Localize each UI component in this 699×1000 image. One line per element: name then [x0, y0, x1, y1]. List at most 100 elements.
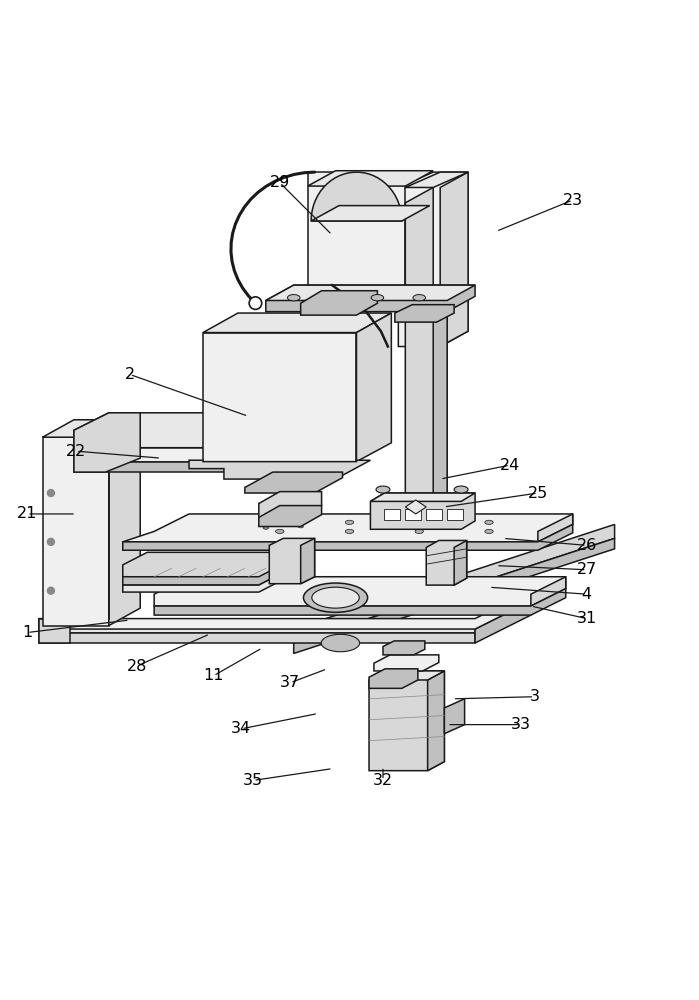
Ellipse shape — [415, 529, 424, 533]
Polygon shape — [269, 538, 315, 584]
Text: 34: 34 — [231, 721, 252, 736]
Polygon shape — [123, 552, 283, 577]
Text: 4: 4 — [582, 587, 592, 602]
Text: 26: 26 — [577, 538, 597, 553]
Text: 22: 22 — [66, 444, 86, 459]
Text: 24: 24 — [500, 458, 520, 473]
Polygon shape — [74, 413, 266, 448]
Polygon shape — [311, 172, 402, 221]
Polygon shape — [398, 172, 468, 187]
Polygon shape — [245, 472, 343, 493]
Polygon shape — [440, 172, 468, 347]
Text: 2: 2 — [124, 367, 135, 382]
Polygon shape — [259, 492, 322, 517]
Polygon shape — [39, 619, 475, 633]
Polygon shape — [43, 437, 109, 626]
Polygon shape — [311, 206, 430, 221]
Polygon shape — [405, 312, 447, 528]
Polygon shape — [234, 430, 266, 462]
Polygon shape — [531, 577, 565, 606]
Text: 23: 23 — [563, 193, 583, 208]
Ellipse shape — [263, 527, 268, 529]
Polygon shape — [398, 172, 468, 347]
Polygon shape — [426, 509, 442, 520]
Ellipse shape — [298, 525, 303, 528]
Ellipse shape — [48, 538, 55, 545]
Polygon shape — [259, 506, 322, 527]
Ellipse shape — [312, 587, 359, 608]
Polygon shape — [447, 509, 463, 520]
Text: 37: 37 — [280, 675, 301, 690]
Ellipse shape — [322, 634, 359, 652]
Text: 35: 35 — [243, 773, 264, 788]
Ellipse shape — [454, 486, 468, 493]
Text: 27: 27 — [577, 562, 597, 577]
Ellipse shape — [371, 295, 384, 301]
Polygon shape — [39, 633, 475, 643]
Ellipse shape — [249, 297, 261, 309]
Polygon shape — [374, 655, 439, 671]
Polygon shape — [369, 669, 418, 688]
Polygon shape — [266, 285, 475, 312]
Polygon shape — [433, 312, 447, 528]
Text: 3: 3 — [529, 689, 540, 704]
Ellipse shape — [313, 589, 358, 607]
Polygon shape — [384, 509, 400, 520]
Polygon shape — [123, 524, 572, 550]
Polygon shape — [405, 509, 421, 520]
Polygon shape — [370, 493, 475, 529]
Polygon shape — [203, 333, 356, 462]
Polygon shape — [308, 172, 405, 305]
Text: 11: 11 — [203, 668, 224, 683]
Ellipse shape — [485, 520, 493, 524]
Polygon shape — [475, 601, 531, 643]
Text: 1: 1 — [22, 625, 32, 640]
Polygon shape — [154, 589, 565, 615]
Text: 28: 28 — [127, 659, 147, 674]
Polygon shape — [123, 573, 283, 592]
Polygon shape — [370, 493, 475, 501]
Polygon shape — [454, 540, 467, 585]
Polygon shape — [109, 420, 140, 626]
Ellipse shape — [376, 486, 390, 493]
Ellipse shape — [485, 529, 493, 533]
Polygon shape — [445, 699, 465, 734]
Polygon shape — [405, 500, 426, 514]
Ellipse shape — [275, 529, 284, 533]
Polygon shape — [294, 524, 614, 643]
Ellipse shape — [303, 583, 368, 612]
Ellipse shape — [345, 529, 354, 533]
Polygon shape — [301, 538, 315, 584]
Ellipse shape — [287, 295, 300, 301]
Ellipse shape — [304, 584, 367, 611]
Polygon shape — [266, 285, 475, 300]
Ellipse shape — [415, 520, 424, 524]
Ellipse shape — [48, 587, 55, 594]
Ellipse shape — [345, 520, 354, 524]
Ellipse shape — [275, 520, 284, 524]
Polygon shape — [369, 671, 445, 771]
Polygon shape — [356, 313, 391, 462]
Text: 21: 21 — [17, 506, 37, 521]
Polygon shape — [405, 187, 433, 305]
Text: 33: 33 — [510, 717, 531, 732]
Polygon shape — [395, 305, 454, 322]
Text: 32: 32 — [373, 773, 393, 788]
Polygon shape — [428, 671, 445, 771]
Polygon shape — [426, 540, 467, 585]
Polygon shape — [123, 564, 283, 585]
Text: 25: 25 — [528, 486, 548, 501]
Polygon shape — [301, 291, 377, 315]
Polygon shape — [43, 420, 140, 437]
Polygon shape — [74, 448, 234, 462]
Polygon shape — [154, 577, 565, 606]
Ellipse shape — [48, 490, 55, 497]
Polygon shape — [308, 171, 433, 186]
Text: 29: 29 — [270, 175, 290, 190]
Polygon shape — [383, 641, 425, 655]
Polygon shape — [123, 514, 572, 542]
Polygon shape — [74, 462, 234, 472]
Polygon shape — [39, 591, 531, 629]
Text: 31: 31 — [577, 611, 597, 626]
Polygon shape — [39, 619, 71, 643]
